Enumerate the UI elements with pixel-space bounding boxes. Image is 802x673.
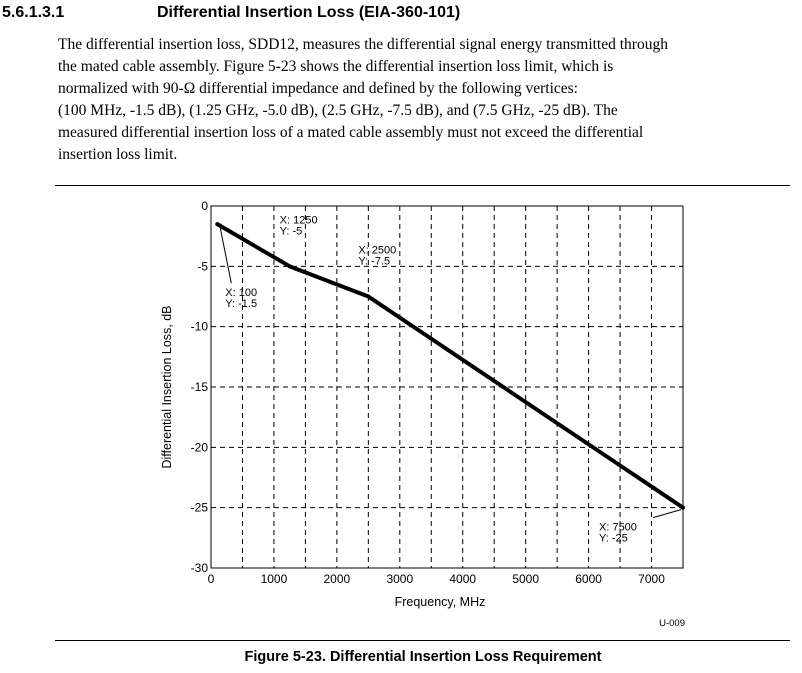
x-tick-label: 0	[208, 572, 215, 586]
section-title: Differential Insertion Loss (EIA-360-101…	[157, 4, 461, 21]
annotation-marker	[215, 222, 220, 227]
annotation-text: Y: -5	[280, 225, 303, 237]
annotation-text: Y: -7.5	[358, 256, 390, 268]
annotation-leader	[652, 509, 682, 519]
paragraph-line: The differential insertion loss, SDD12, …	[58, 36, 668, 53]
figure-id-label: U-009	[659, 618, 685, 629]
y-tick-label: -15	[191, 380, 209, 394]
x-tick-label: 1000	[261, 572, 288, 586]
annotation-text: Y: -1.5	[225, 298, 257, 310]
x-tick-label: 6000	[575, 572, 602, 586]
figure-bottom-rule	[55, 640, 790, 641]
paragraph-line: (100 MHz, -1.5 dB), (1.25 GHz, -5.0 dB),…	[58, 102, 618, 119]
x-tick-label: 2000	[324, 572, 351, 586]
annotation-text: X: 1250	[280, 214, 318, 226]
paragraph-line: measured differential insertion loss of …	[58, 124, 644, 141]
y-tick-label: -20	[191, 440, 209, 454]
annotation-marker	[366, 294, 371, 299]
paragraph-line: normalized with 90-Ω differential impeda…	[58, 80, 578, 97]
x-tick-label: 5000	[512, 572, 539, 586]
paragraph-line: the mated cable assembly. Figure 5-23 sh…	[58, 58, 614, 75]
loss-limit-line	[216, 222, 685, 510]
section-number: 5.6.1.3.1	[2, 4, 65, 21]
annotation-leader	[219, 228, 232, 284]
x-tick-label: 7000	[638, 572, 665, 586]
y-axis-label: Differential Insertion Loss, dB	[160, 305, 174, 468]
annotation-text: Y: -25	[599, 533, 628, 545]
annotation-text: X: 2500	[358, 245, 396, 257]
x-tick-label: 4000	[449, 572, 476, 586]
annotation-text: X: 100	[225, 287, 257, 299]
figure-caption: Figure 5-23. Differential Insertion Loss…	[244, 649, 602, 665]
y-tick-label: -30	[191, 561, 209, 575]
y-tick-label: 0	[201, 199, 208, 213]
figure-top-rule	[55, 185, 790, 186]
y-tick-label: -10	[191, 320, 209, 334]
x-axis-label: Frequency, MHz	[395, 595, 486, 609]
x-tick-label: 3000	[386, 572, 413, 586]
annotation-text: X: 7500	[599, 522, 637, 534]
annotation-marker	[681, 505, 685, 510]
body-paragraph: The differential insertion loss, SDD12, …	[58, 34, 798, 166]
annotation-marker	[287, 264, 292, 269]
y-tick-label: -5	[197, 259, 208, 273]
paragraph-line: insertion loss limit.	[58, 146, 178, 163]
y-tick-label: -25	[191, 501, 209, 515]
